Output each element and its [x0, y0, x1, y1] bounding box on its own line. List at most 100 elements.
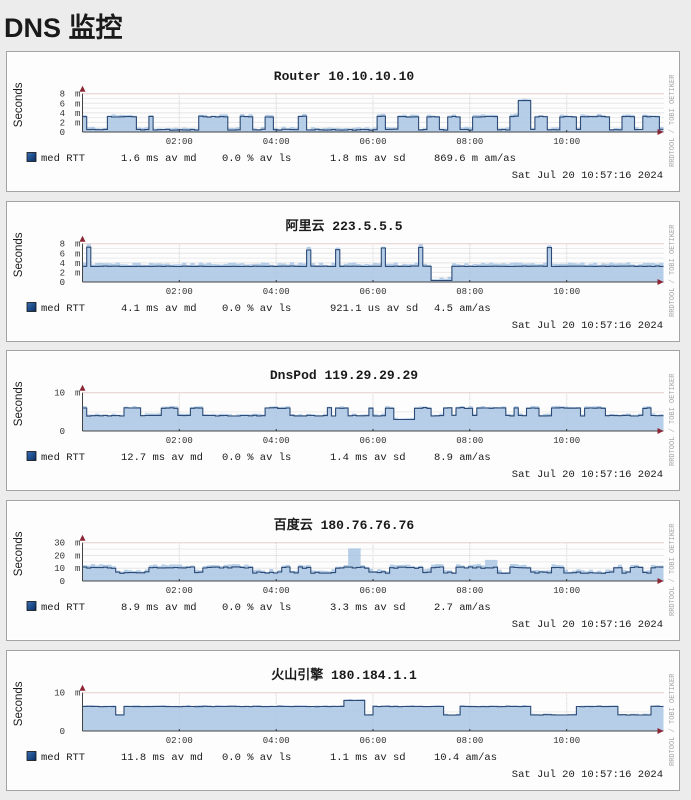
- svg-text:Sat Jul 20 10:57:16 2024: Sat Jul 20 10:57:16 2024: [512, 469, 663, 481]
- svg-text:0: 0: [60, 128, 65, 138]
- svg-text:1.4 ms av sd: 1.4 ms av sd: [330, 452, 406, 464]
- svg-text:Sat Jul 20 10:57:16 2024: Sat Jul 20 10:57:16 2024: [512, 769, 663, 781]
- svg-text:30: 30: [54, 539, 65, 549]
- svg-text:med RTT: med RTT: [41, 452, 85, 464]
- svg-text:med RTT: med RTT: [41, 752, 85, 764]
- svg-text:08:00: 08:00: [456, 287, 483, 297]
- svg-text:Seconds: Seconds: [13, 232, 25, 277]
- svg-text:04:00: 04:00: [263, 436, 290, 446]
- svg-text:m: m: [75, 564, 80, 574]
- svg-text:2.7 am/as: 2.7 am/as: [434, 602, 491, 614]
- svg-text:4.1 ms av md: 4.1 ms av md: [121, 303, 197, 315]
- svg-text:1.1 ms av sd: 1.1 ms av sd: [330, 752, 406, 764]
- svg-text:10.4 am/as: 10.4 am/as: [434, 752, 497, 764]
- svg-text:12.7 ms av md: 12.7 ms av md: [121, 452, 203, 464]
- svg-text:10:00: 10:00: [553, 586, 580, 596]
- svg-text:med RTT: med RTT: [41, 303, 85, 315]
- svg-text:m: m: [75, 539, 80, 549]
- svg-text:04:00: 04:00: [263, 287, 290, 297]
- svg-text:m: m: [75, 90, 80, 100]
- svg-text:m: m: [75, 118, 80, 128]
- svg-text:m: m: [75, 389, 80, 399]
- svg-text:10:00: 10:00: [553, 736, 580, 746]
- svg-text:02:00: 02:00: [166, 137, 193, 147]
- svg-text:6: 6: [60, 249, 65, 259]
- svg-text:02:00: 02:00: [166, 736, 193, 746]
- svg-text:06:00: 06:00: [359, 586, 386, 596]
- svg-text:m: m: [75, 259, 80, 269]
- svg-text:08:00: 08:00: [456, 436, 483, 446]
- svg-text:火山引擎 180.184.1.1: 火山引擎 180.184.1.1: [271, 667, 417, 683]
- svg-text:m: m: [75, 239, 80, 249]
- svg-text:m: m: [75, 249, 80, 259]
- svg-text:Router 10.10.10.10: Router 10.10.10.10: [274, 69, 415, 84]
- svg-text:04:00: 04:00: [263, 137, 290, 147]
- svg-text:RRDTOOL / TOBI OETIKER: RRDTOOL / TOBI OETIKER: [669, 673, 677, 766]
- svg-text:8.9 ms av md: 8.9 ms av md: [121, 602, 197, 614]
- svg-text:0: 0: [60, 427, 65, 437]
- svg-text:921.1 us av sd: 921.1 us av sd: [330, 303, 418, 315]
- svg-text:6: 6: [60, 99, 65, 109]
- svg-text:Seconds: Seconds: [13, 82, 25, 127]
- svg-text:06:00: 06:00: [359, 137, 386, 147]
- svg-text:10:00: 10:00: [553, 436, 580, 446]
- svg-text:4.5 am/as: 4.5 am/as: [434, 303, 491, 315]
- svg-text:0.0 % av ls: 0.0 % av ls: [222, 153, 291, 165]
- svg-text:869.6 m am/as: 869.6 m am/as: [434, 153, 516, 165]
- svg-text:02:00: 02:00: [166, 586, 193, 596]
- svg-text:20: 20: [54, 552, 65, 562]
- svg-text:4: 4: [60, 259, 65, 269]
- svg-text:DnsPod 119.29.29.29: DnsPod 119.29.29.29: [270, 368, 418, 383]
- svg-text:08:00: 08:00: [456, 137, 483, 147]
- svg-text:0: 0: [60, 278, 65, 288]
- svg-text:02:00: 02:00: [166, 436, 193, 446]
- svg-text:0: 0: [60, 727, 65, 737]
- svg-text:0.0 % av ls: 0.0 % av ls: [222, 602, 291, 614]
- svg-text:10: 10: [54, 688, 65, 698]
- svg-text:m: m: [75, 552, 80, 562]
- svg-text:8: 8: [60, 239, 65, 249]
- svg-text:10: 10: [54, 564, 65, 574]
- svg-text:Sat Jul 20 10:57:16 2024: Sat Jul 20 10:57:16 2024: [512, 320, 663, 332]
- svg-text:RRDTOOL / TOBI OETIKER: RRDTOOL / TOBI OETIKER: [669, 523, 677, 616]
- svg-text:0.0 % av ls: 0.0 % av ls: [222, 452, 291, 464]
- svg-text:RRDTOOL / TOBI OETIKER: RRDTOOL / TOBI OETIKER: [669, 74, 677, 167]
- svg-text:1.8 ms av sd: 1.8 ms av sd: [330, 153, 406, 165]
- svg-text:06:00: 06:00: [359, 287, 386, 297]
- svg-text:百度云 180.76.76.76: 百度云 180.76.76.76: [274, 517, 415, 533]
- svg-text:med RTT: med RTT: [41, 153, 85, 165]
- svg-text:08:00: 08:00: [456, 736, 483, 746]
- svg-text:10: 10: [54, 389, 65, 399]
- svg-text:Sat Jul 20 10:57:16 2024: Sat Jul 20 10:57:16 2024: [512, 170, 663, 182]
- svg-text:4: 4: [60, 109, 65, 119]
- svg-text:08:00: 08:00: [456, 586, 483, 596]
- svg-text:med RTT: med RTT: [41, 602, 85, 614]
- svg-text:Seconds: Seconds: [13, 681, 25, 726]
- svg-text:RRDTOOL / TOBI OETIKER: RRDTOOL / TOBI OETIKER: [669, 223, 677, 316]
- svg-text:10:00: 10:00: [553, 287, 580, 297]
- svg-text:0: 0: [60, 577, 65, 587]
- svg-text:8.9 am/as: 8.9 am/as: [434, 452, 491, 464]
- svg-text:2: 2: [60, 118, 65, 128]
- svg-text:m: m: [75, 99, 80, 109]
- svg-text:Seconds: Seconds: [13, 531, 25, 576]
- svg-text:04:00: 04:00: [263, 736, 290, 746]
- svg-text:Sat Jul 20 10:57:16 2024: Sat Jul 20 10:57:16 2024: [512, 619, 663, 631]
- svg-text:2: 2: [60, 268, 65, 278]
- svg-text:阿里云 223.5.5.5: 阿里云 223.5.5.5: [285, 219, 402, 234]
- svg-text:RRDTOOL / TOBI OETIKER: RRDTOOL / TOBI OETIKER: [669, 373, 677, 466]
- svg-text:10:00: 10:00: [553, 137, 580, 147]
- svg-text:8: 8: [60, 90, 65, 100]
- svg-text:06:00: 06:00: [359, 736, 386, 746]
- svg-text:06:00: 06:00: [359, 436, 386, 446]
- svg-text:0.0 % av ls: 0.0 % av ls: [222, 303, 291, 315]
- svg-text:02:00: 02:00: [166, 287, 193, 297]
- svg-text:0.0 % av ls: 0.0 % av ls: [222, 752, 291, 764]
- svg-text:11.8 ms av md: 11.8 ms av md: [121, 752, 203, 764]
- svg-text:m: m: [75, 268, 80, 278]
- svg-text:m: m: [75, 688, 80, 698]
- svg-text:04:00: 04:00: [263, 586, 290, 596]
- svg-text:Seconds: Seconds: [13, 382, 25, 427]
- svg-text:3.3 ms av sd: 3.3 ms av sd: [330, 602, 406, 614]
- svg-text:1.6 ms av md: 1.6 ms av md: [121, 153, 197, 165]
